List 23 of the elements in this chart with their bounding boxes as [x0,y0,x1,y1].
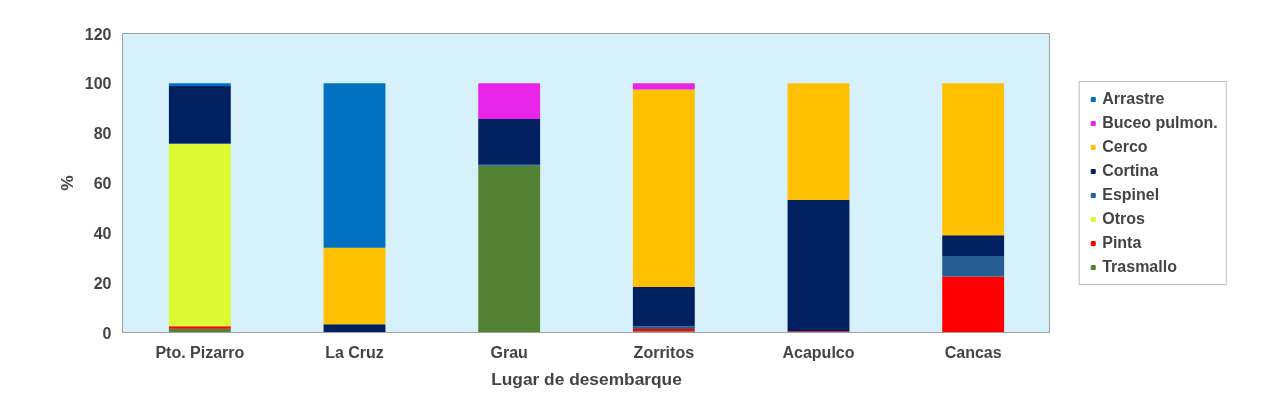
x-axis-title: Lugar de desembarque [491,368,683,389]
y-tick-label: 80 [93,125,112,143]
y-tick-label: 120 [84,25,112,43]
y-axis-title: % [56,175,77,191]
y-tick-label: 100 [84,75,112,93]
y-tick-label: 0 [102,324,112,342]
legend-label: Arrastre [1102,89,1165,108]
legend-label: Espinel [1102,185,1160,204]
x-tick-label: Pto. Pizarro [155,343,245,361]
y-tick-label: 40 [93,224,112,242]
legend-label: Cortina [1102,161,1159,180]
x-tick-label: Acapulco [782,343,855,361]
legend-label: Cerco [1102,137,1148,156]
y-tick-label: 20 [93,274,112,292]
x-tick-label: Cancas [944,343,1002,361]
x-tick-label: Zorritos [633,343,695,361]
legend-label: Otros [1102,209,1145,228]
legend-label: Pinta [1102,233,1142,252]
x-tick-label: La Cruz [325,343,384,361]
y-tick-label: 60 [93,175,112,192]
x-tick-label: Grau [490,343,528,361]
legend-label: Trasmallo [1102,257,1177,276]
legend-label: Buceo pulmon. [1102,113,1218,132]
